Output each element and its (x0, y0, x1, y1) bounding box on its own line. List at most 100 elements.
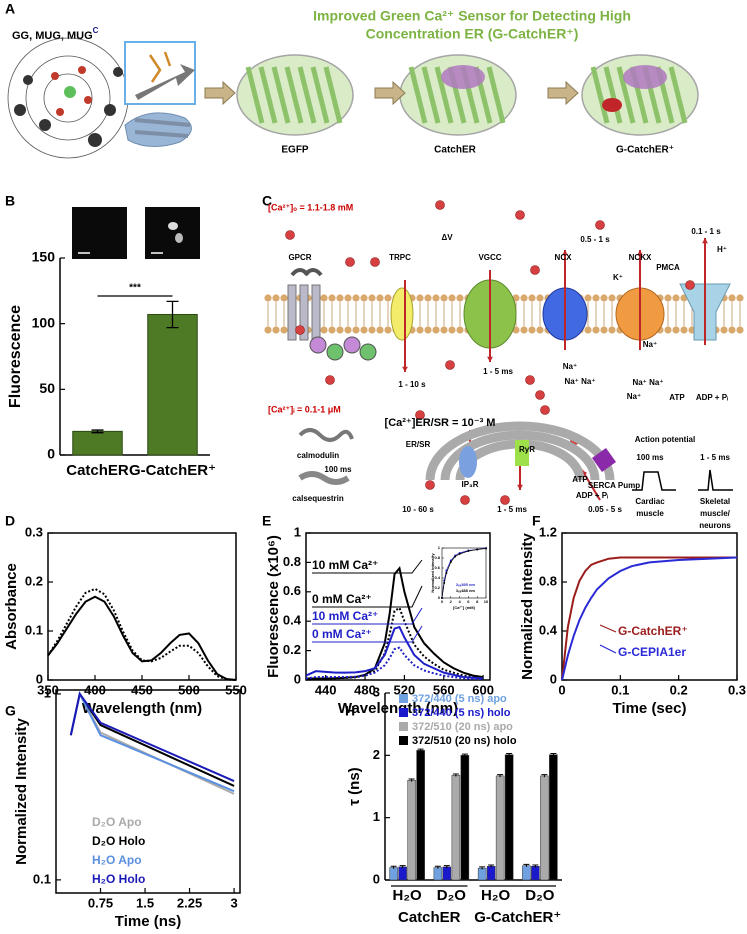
lipid-head (368, 326, 376, 334)
flow-arrow (374, 80, 406, 106)
y-tick-label: 0.6 (283, 583, 301, 598)
lipid-head (328, 326, 336, 334)
lipid-head (280, 294, 288, 302)
label-leader (599, 624, 617, 633)
y-tick-label: 1 (44, 685, 51, 700)
orbit (25, 55, 111, 141)
lipid-head (536, 326, 544, 334)
lipid-head (424, 326, 432, 334)
line-series (305, 625, 484, 680)
bar (522, 865, 531, 881)
diagram-label: GPCR (288, 253, 311, 262)
beta-strand (323, 66, 343, 124)
bar (389, 867, 398, 881)
x-tick-label: G-CatchER⁺ (129, 462, 216, 479)
y-axis-label: Normalized Intensity (430, 553, 435, 593)
error-bar (506, 752, 513, 756)
diagram-label: H⁺ (717, 245, 727, 254)
y-tick-label: 50 (39, 380, 55, 396)
legend-label: D₂O Apo (92, 815, 142, 829)
lipid-head (592, 294, 600, 302)
y-tick-label: 0.2 (283, 642, 301, 657)
plot-frame (305, 532, 491, 681)
legend-label: D₂O Holo (92, 834, 145, 848)
atom (51, 72, 59, 80)
diagram-label: RyR (519, 445, 535, 454)
bar (442, 866, 452, 881)
calcium-ion (500, 495, 510, 505)
atom (113, 67, 123, 77)
atom (14, 104, 26, 116)
diagram-label: GG, MUG, MUGC (12, 26, 99, 42)
x-tick-label: 440 (315, 682, 337, 697)
group-label: G-CatchER⁺ (474, 909, 561, 926)
bar (398, 866, 407, 881)
y-tick-label: 0.2 (25, 573, 43, 588)
calcium-ion (460, 495, 470, 505)
lipid-head (736, 294, 744, 302)
line-series (561, 556, 737, 681)
lipid-head (520, 294, 528, 302)
diagram-label: [Ca²⁺]ₒ = 1.1-1.8 mM (268, 202, 353, 212)
diagram-label: muscle/ (700, 509, 731, 518)
lipid-head (600, 294, 608, 302)
y-tick-label: 1 (438, 545, 441, 550)
lipid-head (416, 294, 424, 302)
calsequestrin (298, 471, 350, 485)
lipid-head (328, 294, 336, 302)
lipid-head (736, 326, 744, 334)
x-tick-label: 520 (394, 682, 416, 697)
line-series (306, 606, 484, 680)
legend-label: 10 mM Ca²⁺ (312, 609, 378, 623)
panel-label: G (5, 703, 16, 719)
ion-arrowhead (402, 366, 408, 372)
atom (78, 66, 86, 74)
beta-strand (310, 66, 330, 124)
error-bar (166, 300, 179, 329)
line-series (561, 556, 738, 681)
error-bar (541, 774, 548, 778)
calcium-ion (425, 480, 435, 490)
legend-swatch (399, 722, 408, 731)
x-tick-label: H₂O (393, 887, 422, 904)
beta-strand (258, 66, 278, 124)
line-series (47, 587, 237, 681)
structure-label: EGFP (281, 145, 309, 156)
bar (407, 780, 416, 881)
panel-label: E (262, 513, 271, 529)
lipid-head (528, 294, 536, 302)
cell (168, 222, 178, 230)
lipid-head (320, 326, 328, 334)
legend-label: 0 mM Ca²⁺ (312, 592, 372, 606)
diagram-label: calmodulin (297, 451, 339, 460)
mutation (602, 98, 622, 112)
data-point (445, 572, 448, 574)
bar (540, 775, 549, 881)
diagram-label-text: GG, MUG, MUG (12, 30, 93, 42)
protein-ribbon (134, 118, 191, 138)
legend-label: λₑₓ395 nm (456, 582, 475, 587)
diagram-label: Na⁺ (627, 392, 641, 401)
lipid-head (456, 326, 464, 334)
diagram-label: TRPC (389, 253, 411, 262)
lipid-head (608, 326, 616, 334)
diagram-label: ADP + Pᵢ (576, 491, 608, 500)
x-tick-label: 0.75 (88, 895, 113, 910)
x-axis-label: [Ca²⁺] (mM) (453, 605, 476, 610)
x-tick-label: D₂O (525, 887, 554, 904)
lipid-head (536, 294, 544, 302)
diagram-label: Action potential (635, 435, 695, 444)
lipid-head (672, 294, 680, 302)
atom (84, 96, 92, 104)
label-leader (312, 625, 423, 643)
ryr (515, 440, 529, 466)
x-tick-label: 0.1 (611, 682, 629, 697)
y-tick-label: 1 (294, 524, 301, 539)
lipid-head (336, 294, 344, 302)
y-tick-label: 0 (438, 595, 441, 600)
ribbon (135, 64, 195, 100)
x-tick-label: 0.2 (670, 682, 688, 697)
beta-strand (668, 66, 688, 124)
label-leader (312, 607, 423, 625)
